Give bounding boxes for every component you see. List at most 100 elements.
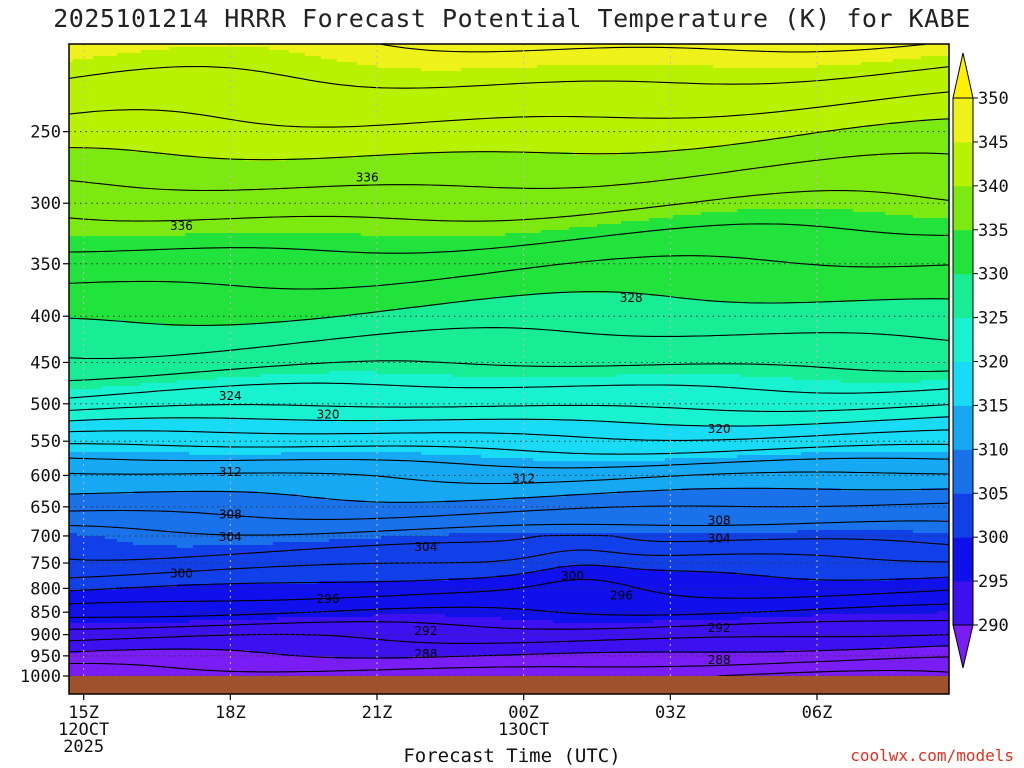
colorbar-overflow-arrow bbox=[952, 52, 974, 99]
contour-label: 292 bbox=[414, 624, 437, 638]
colorbar-segment bbox=[953, 273, 973, 319]
contour-line bbox=[69, 360, 949, 382]
contour-line bbox=[69, 619, 949, 630]
credit-link[interactable]: coolwx.com/models bbox=[850, 746, 1014, 765]
colorbar-segment bbox=[953, 361, 973, 406]
contour-line bbox=[69, 190, 949, 222]
y-tick-label: 650 bbox=[30, 498, 61, 518]
contour-label: 300 bbox=[561, 569, 584, 583]
contour-label: 312 bbox=[512, 472, 535, 486]
colorbar-segment bbox=[953, 98, 973, 143]
contour-line bbox=[69, 520, 949, 536]
contour-label: 308 bbox=[219, 508, 242, 522]
contour-label: 320 bbox=[317, 408, 340, 422]
contour-line bbox=[69, 403, 949, 413]
contour-line bbox=[69, 564, 949, 592]
contour-label: 304 bbox=[414, 540, 437, 554]
colorbar-segment bbox=[953, 493, 973, 538]
contour-line bbox=[69, 633, 949, 644]
contour-label: 336 bbox=[170, 219, 193, 233]
x-tick-label: 06Z bbox=[802, 703, 833, 723]
contour-line bbox=[380, 44, 926, 53]
contour-line bbox=[69, 578, 949, 605]
y-tick-label: 300 bbox=[30, 194, 61, 214]
x-tick-label: 2025 bbox=[63, 737, 104, 757]
colorbar-label: 295 bbox=[978, 572, 1009, 592]
contour-label: 288 bbox=[414, 647, 437, 661]
y-tick-label: 700 bbox=[30, 527, 61, 547]
y-tick-label: 600 bbox=[30, 466, 61, 486]
contour-label: 304 bbox=[708, 532, 731, 546]
contour-line bbox=[69, 457, 949, 469]
contour-label: 304 bbox=[219, 530, 242, 544]
colorbar-label: 330 bbox=[978, 265, 1009, 285]
colorbar-segment bbox=[953, 449, 973, 494]
x-tick-label: 12OCT bbox=[58, 720, 109, 740]
contour-line bbox=[69, 118, 949, 161]
colorbar-label: 345 bbox=[978, 133, 1009, 153]
colorbar-label: 320 bbox=[978, 353, 1009, 373]
contour-line bbox=[69, 656, 949, 673]
colorbar-segment bbox=[953, 141, 973, 187]
contour-line bbox=[69, 416, 949, 427]
contour-line bbox=[69, 645, 949, 659]
colorbar-label: 300 bbox=[978, 528, 1009, 548]
colorbar-label: 310 bbox=[978, 440, 1009, 460]
contour-lines bbox=[69, 44, 949, 676]
colorbar-label: 305 bbox=[978, 484, 1009, 504]
contour-line bbox=[69, 549, 949, 579]
contour-line bbox=[69, 487, 949, 503]
x-axis-label: Forecast Time (UTC) bbox=[403, 745, 621, 767]
colorbar-segment bbox=[953, 581, 973, 626]
grid-lines bbox=[69, 44, 949, 676]
colorbar-segment bbox=[953, 537, 973, 582]
contour-label: 292 bbox=[708, 621, 731, 635]
colorbar-label: 350 bbox=[978, 89, 1009, 109]
y-tick-label: 950 bbox=[30, 647, 61, 667]
y-tick-label: 550 bbox=[30, 432, 61, 452]
contour-label: 296 bbox=[610, 589, 633, 603]
contour-line bbox=[69, 91, 949, 128]
contour-label: 288 bbox=[708, 653, 731, 667]
colorbar-segment bbox=[953, 317, 973, 362]
contour-line bbox=[69, 223, 949, 254]
contour-line bbox=[69, 603, 949, 619]
contour-line bbox=[69, 327, 949, 360]
colorbar-segment bbox=[953, 405, 973, 450]
contour-labels: 336 336 328 324 320 320 312 312 308 308 304 304 304 3… bbox=[170, 171, 731, 667]
contour-label: 328 bbox=[620, 291, 643, 305]
colorbar-label: 340 bbox=[978, 177, 1009, 197]
y-tick-label: 1000 bbox=[20, 667, 61, 687]
y-tick-label: 450 bbox=[30, 353, 61, 373]
y-tick-label: 350 bbox=[30, 255, 61, 275]
ground-surface bbox=[69, 676, 949, 694]
x-tick-label: 03Z bbox=[655, 703, 686, 723]
colorbar-label: 315 bbox=[978, 396, 1009, 416]
contour-line bbox=[716, 669, 949, 676]
x-tick-label: 15Z bbox=[68, 703, 99, 723]
x-tick-label: 21Z bbox=[362, 703, 393, 723]
y-tick-label: 750 bbox=[30, 554, 61, 574]
contour-label: 312 bbox=[219, 465, 242, 479]
chart-title: 2025101214 HRRR Forecast Potential Tempe… bbox=[53, 4, 971, 33]
contour-label: 296 bbox=[317, 592, 340, 606]
contour-line bbox=[69, 255, 949, 290]
colorbar: 290 295 300 305 310 315 320 325 330 335 340 345 350 bbox=[952, 52, 1009, 669]
contour-label: 320 bbox=[708, 422, 731, 436]
x-tick-label: 13OCT bbox=[498, 720, 549, 740]
contour-label: 300 bbox=[170, 566, 193, 580]
plot-frame bbox=[68, 43, 950, 695]
contour-line bbox=[69, 65, 949, 89]
contour-line bbox=[69, 534, 949, 561]
colorbar-label: 335 bbox=[978, 221, 1009, 241]
filled-contours bbox=[69, 44, 949, 676]
ground-layer bbox=[69, 676, 949, 694]
contour-label: 308 bbox=[708, 513, 731, 527]
contour-label: 324 bbox=[219, 389, 242, 403]
x-tick-label: 18Z bbox=[215, 703, 246, 723]
y-tick-label: 400 bbox=[30, 307, 61, 327]
y-tick-label: 800 bbox=[30, 579, 61, 599]
colorbar-segment bbox=[953, 229, 973, 275]
